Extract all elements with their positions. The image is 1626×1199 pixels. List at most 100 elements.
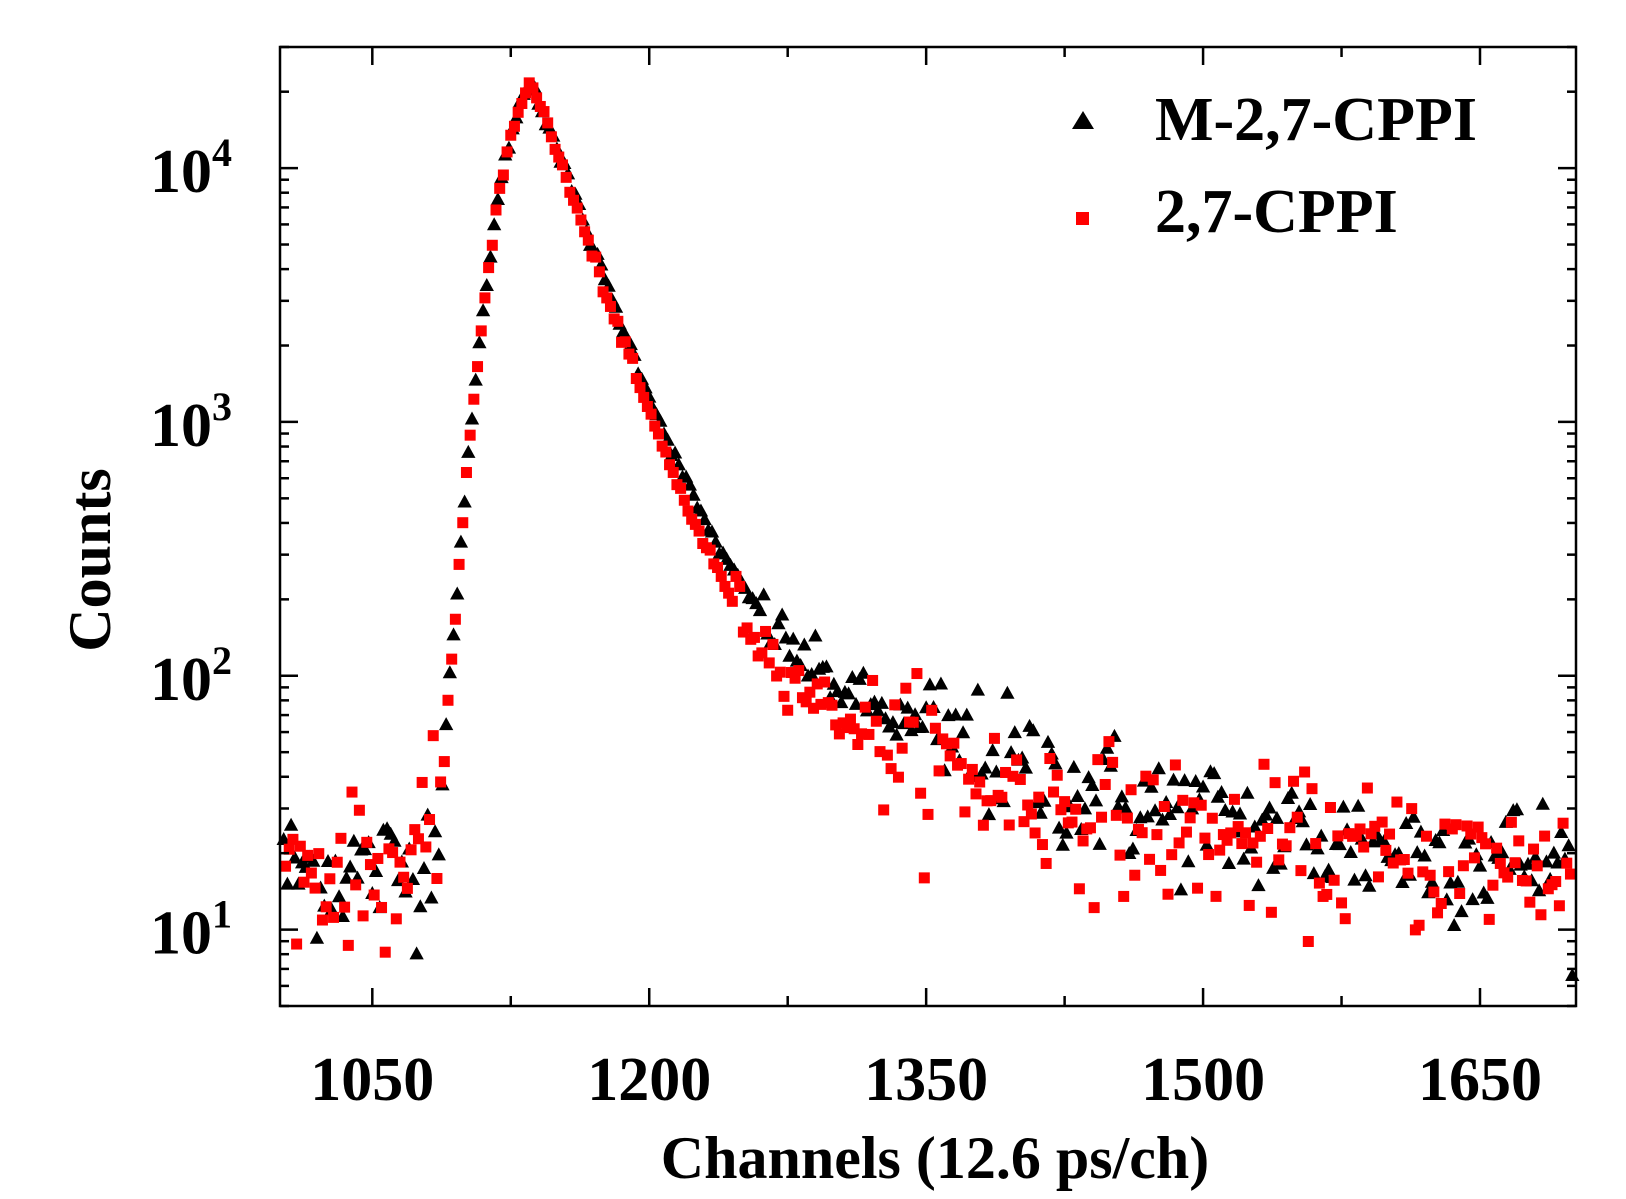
- data-point-triangle: [1188, 773, 1203, 787]
- data-point-square: [1129, 869, 1141, 881]
- data-point-square: [1435, 898, 1447, 910]
- data-point-square: [545, 131, 557, 143]
- data-point-triangle: [808, 628, 823, 642]
- data-point-square: [364, 859, 376, 871]
- data-point-triangle: [1395, 875, 1410, 889]
- data-point-square: [867, 674, 879, 686]
- data-point-square: [689, 518, 701, 530]
- data-point-square: [283, 843, 295, 855]
- data-point-triangle: [900, 700, 915, 714]
- data-point-square: [1402, 867, 1414, 879]
- y-tick-base: 10: [150, 392, 212, 460]
- y-tick-label: 104: [150, 130, 232, 206]
- data-point-triangle: [487, 217, 502, 231]
- data-point-square: [1155, 864, 1167, 876]
- data-point-triangle: [1358, 868, 1373, 882]
- data-point-square: [302, 849, 314, 861]
- data-point-square: [1188, 797, 1200, 809]
- data-point-triangle: [439, 717, 454, 731]
- data-point-triangle: [1447, 917, 1462, 931]
- data-point-square: [1313, 877, 1325, 889]
- data-point-triangle: [1026, 723, 1041, 737]
- data-point-triangle: [1561, 838, 1576, 852]
- data-point-square: [512, 106, 524, 118]
- data-point-triangle: [1332, 837, 1347, 851]
- data-point-square: [804, 686, 816, 698]
- data-point-square: [1350, 829, 1362, 841]
- data-point-triangle: [1140, 809, 1155, 823]
- data-point-triangle: [1546, 845, 1561, 859]
- data-point-triangle: [368, 864, 384, 878]
- axis-ticks: [280, 45, 1576, 1008]
- y-tick-exponent: 1: [212, 892, 232, 937]
- data-point-square: [560, 171, 572, 183]
- data-point-square: [316, 914, 328, 926]
- data-point-square: [394, 856, 406, 868]
- data-point-square: [353, 804, 365, 816]
- data-point-square: [1321, 888, 1333, 900]
- data-point-triangle: [1177, 773, 1192, 787]
- data-point-square: [1251, 856, 1263, 868]
- data-point-square: [892, 771, 904, 783]
- data-point-square: [520, 87, 532, 99]
- data-point-square: [1424, 869, 1436, 881]
- data-point-square: [593, 266, 605, 278]
- data-point-square: [1044, 753, 1056, 765]
- data-point-triangle: [1077, 801, 1093, 815]
- data-point-square: [346, 786, 358, 798]
- data-point-square: [715, 570, 727, 582]
- data-point-square: [1380, 844, 1392, 856]
- data-point-square: [582, 234, 594, 246]
- data-point-square: [1280, 840, 1292, 852]
- data-point-square: [763, 657, 775, 669]
- data-point-triangle: [834, 695, 849, 709]
- data-point-square: [881, 749, 893, 761]
- data-point-square: [468, 393, 480, 405]
- data-point-square: [1225, 827, 1237, 839]
- data-point-square: [1384, 828, 1396, 840]
- data-point-square: [1192, 882, 1204, 894]
- data-point-square: [1299, 766, 1311, 778]
- data-point-square: [693, 525, 705, 537]
- data-point-square: [1354, 823, 1366, 835]
- data-point-triangle: [1509, 802, 1525, 816]
- data-point-triangle: [1299, 837, 1314, 851]
- data-point-square: [1025, 808, 1037, 820]
- data-point-triangle: [1221, 856, 1237, 870]
- data-point-triangle: [1347, 872, 1362, 886]
- data-point-square: [955, 758, 967, 770]
- data-point-square: [464, 429, 476, 441]
- data-point-square: [944, 750, 956, 762]
- data-point-triangle: [472, 335, 487, 349]
- data-point-triangle: [1336, 799, 1351, 813]
- data-point-square: [556, 159, 568, 171]
- data-point-square: [1110, 809, 1122, 821]
- data-point-square: [619, 336, 631, 348]
- data-point-square: [405, 844, 417, 856]
- plot-frame: [278, 45, 1578, 1008]
- data-point-triangle: [1181, 854, 1196, 868]
- data-point-square: [1339, 913, 1351, 925]
- data-point-square: [1369, 820, 1381, 832]
- data-point-square: [756, 647, 768, 659]
- data-point-triangle: [283, 817, 299, 831]
- data-point-square: [996, 791, 1008, 803]
- data-point-triangle: [1240, 785, 1255, 799]
- data-point-square: [1443, 866, 1455, 878]
- data-point-square: [1040, 857, 1052, 869]
- data-point-square: [918, 872, 930, 884]
- data-point-triangle: [1151, 761, 1166, 775]
- data-point-triangle: [424, 890, 439, 904]
- data-point-triangle: [885, 715, 901, 729]
- data-point-triangle: [985, 743, 1000, 757]
- data-point-square: [287, 833, 299, 845]
- data-point-square: [638, 391, 650, 403]
- data-point-square: [1372, 871, 1384, 883]
- data-point-square: [294, 840, 306, 852]
- data-point-square: [926, 704, 938, 716]
- data-point-triangle: [391, 873, 406, 887]
- data-point-square: [808, 702, 820, 714]
- data-point-square: [641, 400, 653, 412]
